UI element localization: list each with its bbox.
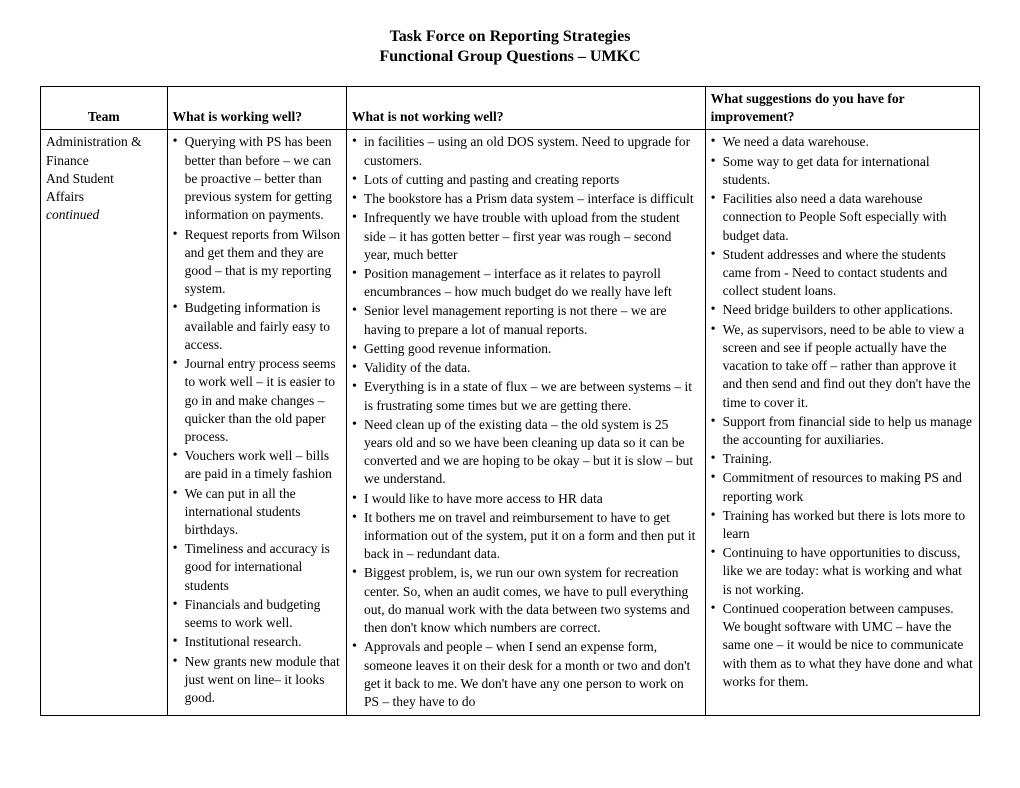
list-item: Budgeting information is available and f… bbox=[173, 299, 341, 354]
list-item: Journal entry process seems to work well… bbox=[173, 355, 341, 446]
list-item: Lots of cutting and pasting and creating… bbox=[352, 171, 700, 189]
list-item: Position management – interface as it re… bbox=[352, 265, 700, 301]
document-subtitle: Functional Group Questions – UMKC bbox=[40, 48, 980, 66]
list-item: Commitment of resources to making PS and… bbox=[711, 469, 974, 505]
column-header-working-well: What is working well? bbox=[167, 87, 346, 130]
list-item: Approvals and people – when I send an ex… bbox=[352, 638, 700, 711]
list-item: Continuing to have opportunities to disc… bbox=[711, 544, 974, 599]
list-item: Infrequently we have trouble with upload… bbox=[352, 209, 700, 264]
list-item: Student addresses and where the students… bbox=[711, 246, 974, 301]
list-item: Continued cooperation between campuses. … bbox=[711, 600, 974, 691]
column-header-not-working-well: What is not working well? bbox=[346, 87, 705, 130]
list-item: Need clean up of the existing data – the… bbox=[352, 416, 700, 489]
column-header-suggestions: What suggestions do you have for improve… bbox=[705, 87, 979, 130]
team-name-line: And Student bbox=[46, 170, 162, 188]
suggestions-list: We need a data warehouse. Some way to get… bbox=[711, 133, 974, 691]
list-item: Training. bbox=[711, 450, 974, 468]
not-working-well-list: in facilities – using an old DOS system.… bbox=[352, 133, 700, 711]
working-well-list: Querying with PS has been better than be… bbox=[173, 133, 341, 707]
table-header-row: Team What is working well? What is not w… bbox=[41, 87, 980, 130]
list-item: Getting good revenue information. bbox=[352, 340, 700, 358]
working-well-cell: Querying with PS has been better than be… bbox=[167, 130, 346, 716]
list-item: We, as supervisors, need to be able to v… bbox=[711, 321, 974, 412]
team-name-line: Administration & bbox=[46, 133, 162, 151]
list-item: Institutional research. bbox=[173, 633, 341, 651]
list-item: Request reports from Wilson and get them… bbox=[173, 226, 341, 299]
table-row: Administration & Finance And Student Aff… bbox=[41, 130, 980, 716]
list-item: We need a data warehouse. bbox=[711, 133, 974, 151]
list-item: Some way to get data for international s… bbox=[711, 153, 974, 189]
list-item: Everything is in a state of flux – we ar… bbox=[352, 378, 700, 414]
list-item: Validity of the data. bbox=[352, 359, 700, 377]
team-name-line: Finance bbox=[46, 152, 162, 170]
list-item: Need bridge builders to other applicatio… bbox=[711, 301, 974, 319]
list-item: in facilities – using an old DOS system.… bbox=[352, 133, 700, 169]
list-item: Training has worked but there is lots mo… bbox=[711, 507, 974, 543]
list-item: Biggest problem, is, we run our own syst… bbox=[352, 564, 700, 637]
list-item: The bookstore has a Prism data system – … bbox=[352, 190, 700, 208]
list-item: Facilities also need a data warehouse co… bbox=[711, 190, 974, 245]
list-item: Timeliness and accuracy is good for inte… bbox=[173, 540, 341, 595]
not-working-well-cell: in facilities – using an old DOS system.… bbox=[346, 130, 705, 716]
document-title: Task Force on Reporting Strategies bbox=[40, 28, 980, 46]
list-item: Querying with PS has been better than be… bbox=[173, 133, 341, 224]
list-item: We can put in all the international stud… bbox=[173, 485, 341, 540]
list-item: New grants new module that just went on … bbox=[173, 653, 341, 708]
column-header-team: Team bbox=[41, 87, 168, 130]
list-item: Support from financial side to help us m… bbox=[711, 413, 974, 449]
team-cell: Administration & Finance And Student Aff… bbox=[41, 130, 168, 716]
questions-table: Team What is working well? What is not w… bbox=[40, 86, 980, 716]
list-item: Vouchers work well – bills are paid in a… bbox=[173, 447, 341, 483]
team-name-line: Affairs bbox=[46, 188, 162, 206]
list-item: Senior level management reporting is not… bbox=[352, 302, 700, 338]
list-item: Financials and budgeting seems to work w… bbox=[173, 596, 341, 632]
team-name-continued: continued bbox=[46, 206, 162, 224]
list-item: I would like to have more access to HR d… bbox=[352, 490, 700, 508]
suggestions-cell: We need a data warehouse. Some way to get… bbox=[705, 130, 979, 716]
list-item: It bothers me on travel and reimbursemen… bbox=[352, 509, 700, 564]
